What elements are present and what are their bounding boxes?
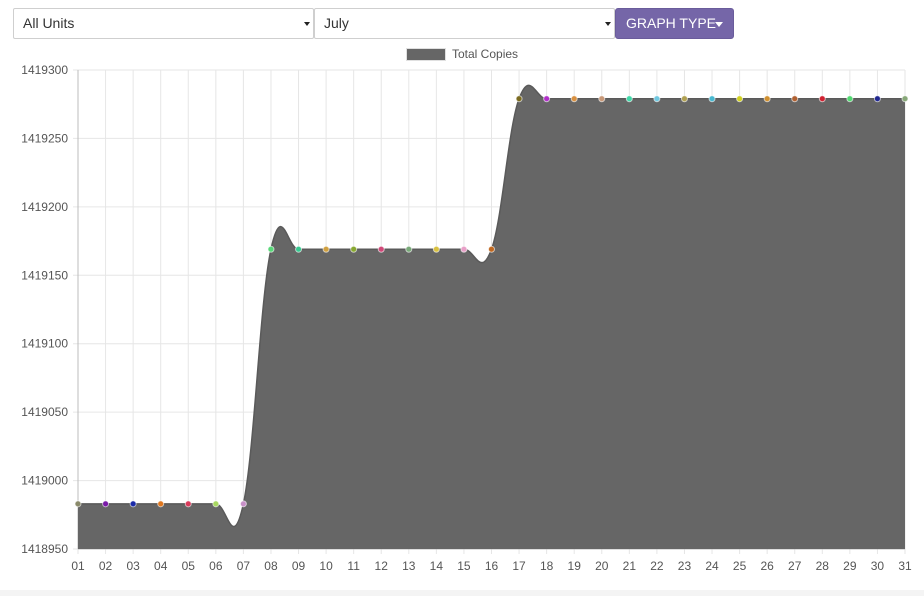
chart-points xyxy=(74,95,909,508)
data-point[interactable] xyxy=(543,95,551,103)
x-tick-label: 24 xyxy=(705,559,719,573)
x-tick-label: 06 xyxy=(209,559,223,573)
chart-area xyxy=(78,84,905,550)
filter-toolbar: All Units July GRAPH TYPE xyxy=(13,8,734,39)
x-tick-label: 11 xyxy=(347,559,360,573)
x-tick-label: 04 xyxy=(154,559,168,573)
data-point[interactable] xyxy=(460,245,468,253)
units-select[interactable]: All Units xyxy=(13,8,314,39)
x-tick-label: 19 xyxy=(568,559,582,573)
data-point[interactable] xyxy=(157,500,165,508)
x-tick-label: 25 xyxy=(733,559,747,573)
data-point[interactable] xyxy=(763,95,771,103)
data-point[interactable] xyxy=(239,500,247,508)
x-axis-ticks: 01 02 03 04 05 06 07 08 09 10 11 12 13 14 15 16 17 18 19 20… xyxy=(71,559,912,573)
caret-down-icon xyxy=(715,22,723,27)
data-point[interactable] xyxy=(322,245,330,253)
data-point[interactable] xyxy=(102,500,110,508)
data-point[interactable] xyxy=(736,95,744,103)
y-tick-label: 1419100 xyxy=(21,337,68,351)
data-point[interactable] xyxy=(350,245,358,253)
y-tick-label: 1419250 xyxy=(21,131,68,145)
x-tick-label: 26 xyxy=(760,559,774,573)
x-tick-label: 27 xyxy=(788,559,802,573)
series-area-total-copies xyxy=(78,85,905,550)
x-tick-label: 09 xyxy=(292,559,306,573)
x-tick-label: 15 xyxy=(457,559,471,573)
y-tick-label: 1418950 xyxy=(21,542,68,556)
month-select-value: July xyxy=(324,15,349,31)
x-tick-label: 28 xyxy=(816,559,830,573)
x-tick-label: 13 xyxy=(402,559,416,573)
x-tick-label: 31 xyxy=(898,559,912,573)
data-point[interactable] xyxy=(598,95,606,103)
y-tick-label: 1419000 xyxy=(21,474,68,488)
x-tick-label: 16 xyxy=(485,559,499,573)
series-line-total-copies xyxy=(78,84,905,528)
data-point[interactable] xyxy=(625,95,633,103)
data-point[interactable] xyxy=(488,245,495,253)
y-tick-label: 1419300 xyxy=(21,63,68,77)
x-tick-label: 02 xyxy=(99,559,113,573)
x-tick-label: 17 xyxy=(512,559,526,573)
data-point[interactable] xyxy=(267,245,275,253)
y-tick-label: 1419150 xyxy=(21,268,68,282)
x-tick-label: 22 xyxy=(650,559,664,573)
x-tick-label: 08 xyxy=(264,559,278,573)
x-tick-label: 30 xyxy=(871,559,885,573)
data-point[interactable] xyxy=(791,95,799,103)
x-tick-label: 01 xyxy=(71,559,85,573)
data-point[interactable] xyxy=(680,95,688,103)
chevron-down-icon xyxy=(605,22,611,26)
x-tick-label: 05 xyxy=(182,559,196,573)
data-point[interactable] xyxy=(432,245,440,253)
x-tick-label: 29 xyxy=(843,559,857,573)
chart-legend[interactable]: Total Copies xyxy=(406,47,518,61)
month-select[interactable]: July xyxy=(314,8,615,39)
x-tick-label: 23 xyxy=(678,559,692,573)
units-select-value: All Units xyxy=(23,15,75,31)
data-point[interactable] xyxy=(377,245,385,253)
data-point[interactable] xyxy=(570,95,578,103)
data-point[interactable] xyxy=(295,245,303,253)
data-point[interactable] xyxy=(74,500,82,508)
y-tick-label: 1419200 xyxy=(21,200,68,214)
footer-strip xyxy=(0,590,924,596)
data-point[interactable] xyxy=(708,95,716,103)
legend-swatch xyxy=(406,47,446,61)
data-point[interactable] xyxy=(873,95,881,103)
data-point[interactable] xyxy=(212,500,220,508)
y-axis-ticks: 1418950 1419000 1419050 1419100 1419150 14192… xyxy=(21,63,68,556)
x-tick-label: 18 xyxy=(540,559,554,573)
data-point[interactable] xyxy=(846,95,854,103)
x-tick-label: 07 xyxy=(237,559,251,573)
data-point[interactable] xyxy=(405,245,413,253)
data-point[interactable] xyxy=(653,95,661,103)
x-tick-label: 12 xyxy=(375,559,389,573)
data-point[interactable] xyxy=(901,95,909,103)
data-point[interactable] xyxy=(515,95,523,103)
data-point[interactable] xyxy=(184,500,192,508)
legend-label: Total Copies xyxy=(452,47,519,61)
x-tick-label: 10 xyxy=(319,559,333,573)
graph-type-label: GRAPH TYPE xyxy=(626,15,716,31)
graph-type-button[interactable]: GRAPH TYPE xyxy=(615,8,734,39)
data-point[interactable] xyxy=(818,95,826,103)
x-tick-label: 14 xyxy=(430,559,444,573)
chevron-down-icon xyxy=(304,22,310,26)
y-tick-label: 1419050 xyxy=(21,405,68,419)
data-point[interactable] xyxy=(129,500,137,508)
x-tick-label: 20 xyxy=(595,559,609,573)
x-tick-label: 03 xyxy=(126,559,140,573)
x-tick-label: 21 xyxy=(623,559,637,573)
